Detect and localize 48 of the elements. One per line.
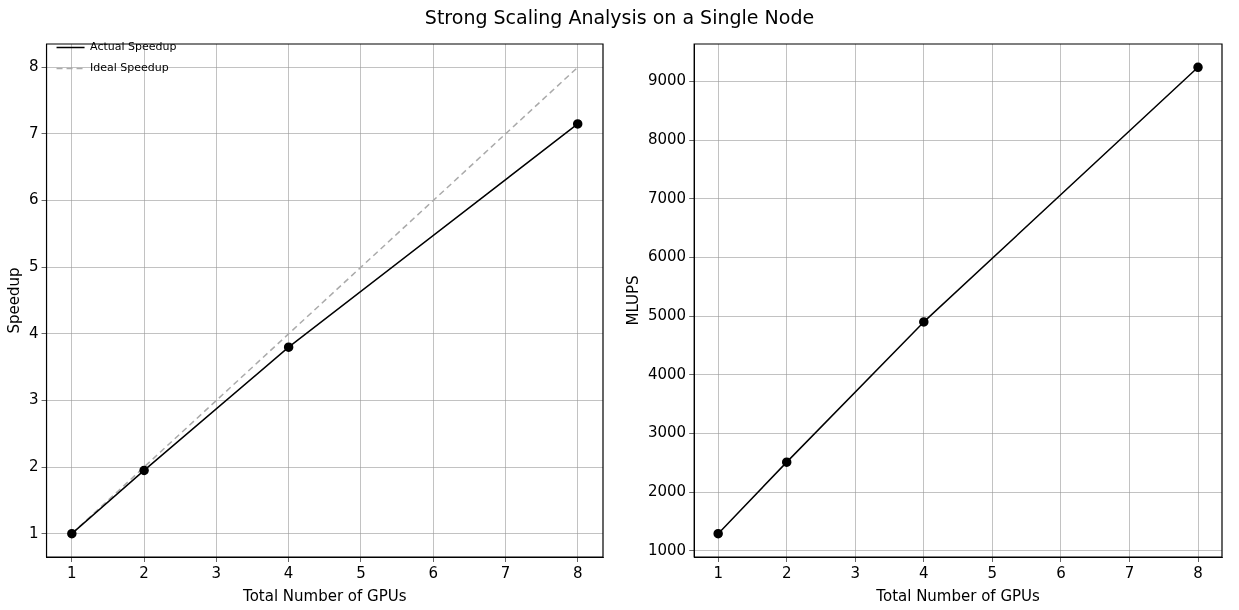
- y-tick-label: 5000: [647, 305, 687, 324]
- y-tick-label: 5: [29, 257, 39, 276]
- y-tick-label: 1000: [647, 540, 687, 559]
- x-axis-title: Total Number of GPUs: [242, 586, 407, 605]
- x-tick-label: 8: [572, 563, 583, 582]
- x-tick-label: 2: [139, 563, 149, 582]
- legend-label: Actual Speedup: [90, 40, 177, 54]
- point: [283, 342, 294, 352]
- x-tick-label: 7: [1124, 563, 1135, 582]
- point: [919, 317, 929, 327]
- x-tick-label: 6: [428, 563, 438, 582]
- y-tick-label: 8: [29, 57, 39, 76]
- y-tick-label: 3000: [647, 423, 687, 442]
- point: [713, 528, 723, 539]
- legend-label: Ideal Speedup: [90, 61, 169, 75]
- x-tick-label: 1: [67, 563, 77, 582]
- x-tick-label: 8: [1193, 563, 1203, 582]
- y-tick-label: 7: [29, 123, 39, 142]
- y-tick-label: 6000: [647, 247, 687, 266]
- x-tick-label: 4: [919, 563, 929, 582]
- point: [139, 465, 149, 476]
- y-axis-title: MLUPS: [623, 275, 642, 326]
- chart-title: Strong Scaling Analysis on a Single Node: [423, 5, 816, 30]
- y-tick-label: 9000: [647, 71, 687, 90]
- x-tick-label: 6: [1056, 563, 1066, 582]
- point: [1193, 62, 1203, 73]
- point: [67, 528, 77, 539]
- x-axis-title: Total Number of GPUs: [875, 586, 1041, 605]
- y-axis-title: Speedup: [4, 267, 23, 334]
- x-tick-label: 3: [850, 563, 861, 582]
- x-tick-label: 4: [283, 563, 294, 582]
- y-tick-label: 7000: [647, 188, 687, 207]
- y-tick-label: 4: [29, 323, 39, 342]
- point: [781, 457, 792, 467]
- y-tick-label: 8000: [647, 129, 687, 148]
- x-tick-label: 5: [987, 563, 998, 582]
- x-tick-label: 7: [500, 563, 511, 582]
- y-tick-label: 6: [29, 190, 39, 209]
- y-tick-label: 1: [29, 523, 39, 542]
- y-tick-label: 2000: [647, 481, 687, 500]
- point: [572, 119, 583, 129]
- x-tick-label: 5: [356, 563, 366, 582]
- x-tick-label: 3: [211, 563, 222, 582]
- y-tick-label: 2: [29, 456, 39, 475]
- x-tick-label: 1: [713, 563, 723, 582]
- y-tick-label: 4000: [647, 364, 687, 383]
- y-tick-label: 3: [29, 390, 39, 409]
- x-tick-label: 2: [781, 563, 792, 582]
